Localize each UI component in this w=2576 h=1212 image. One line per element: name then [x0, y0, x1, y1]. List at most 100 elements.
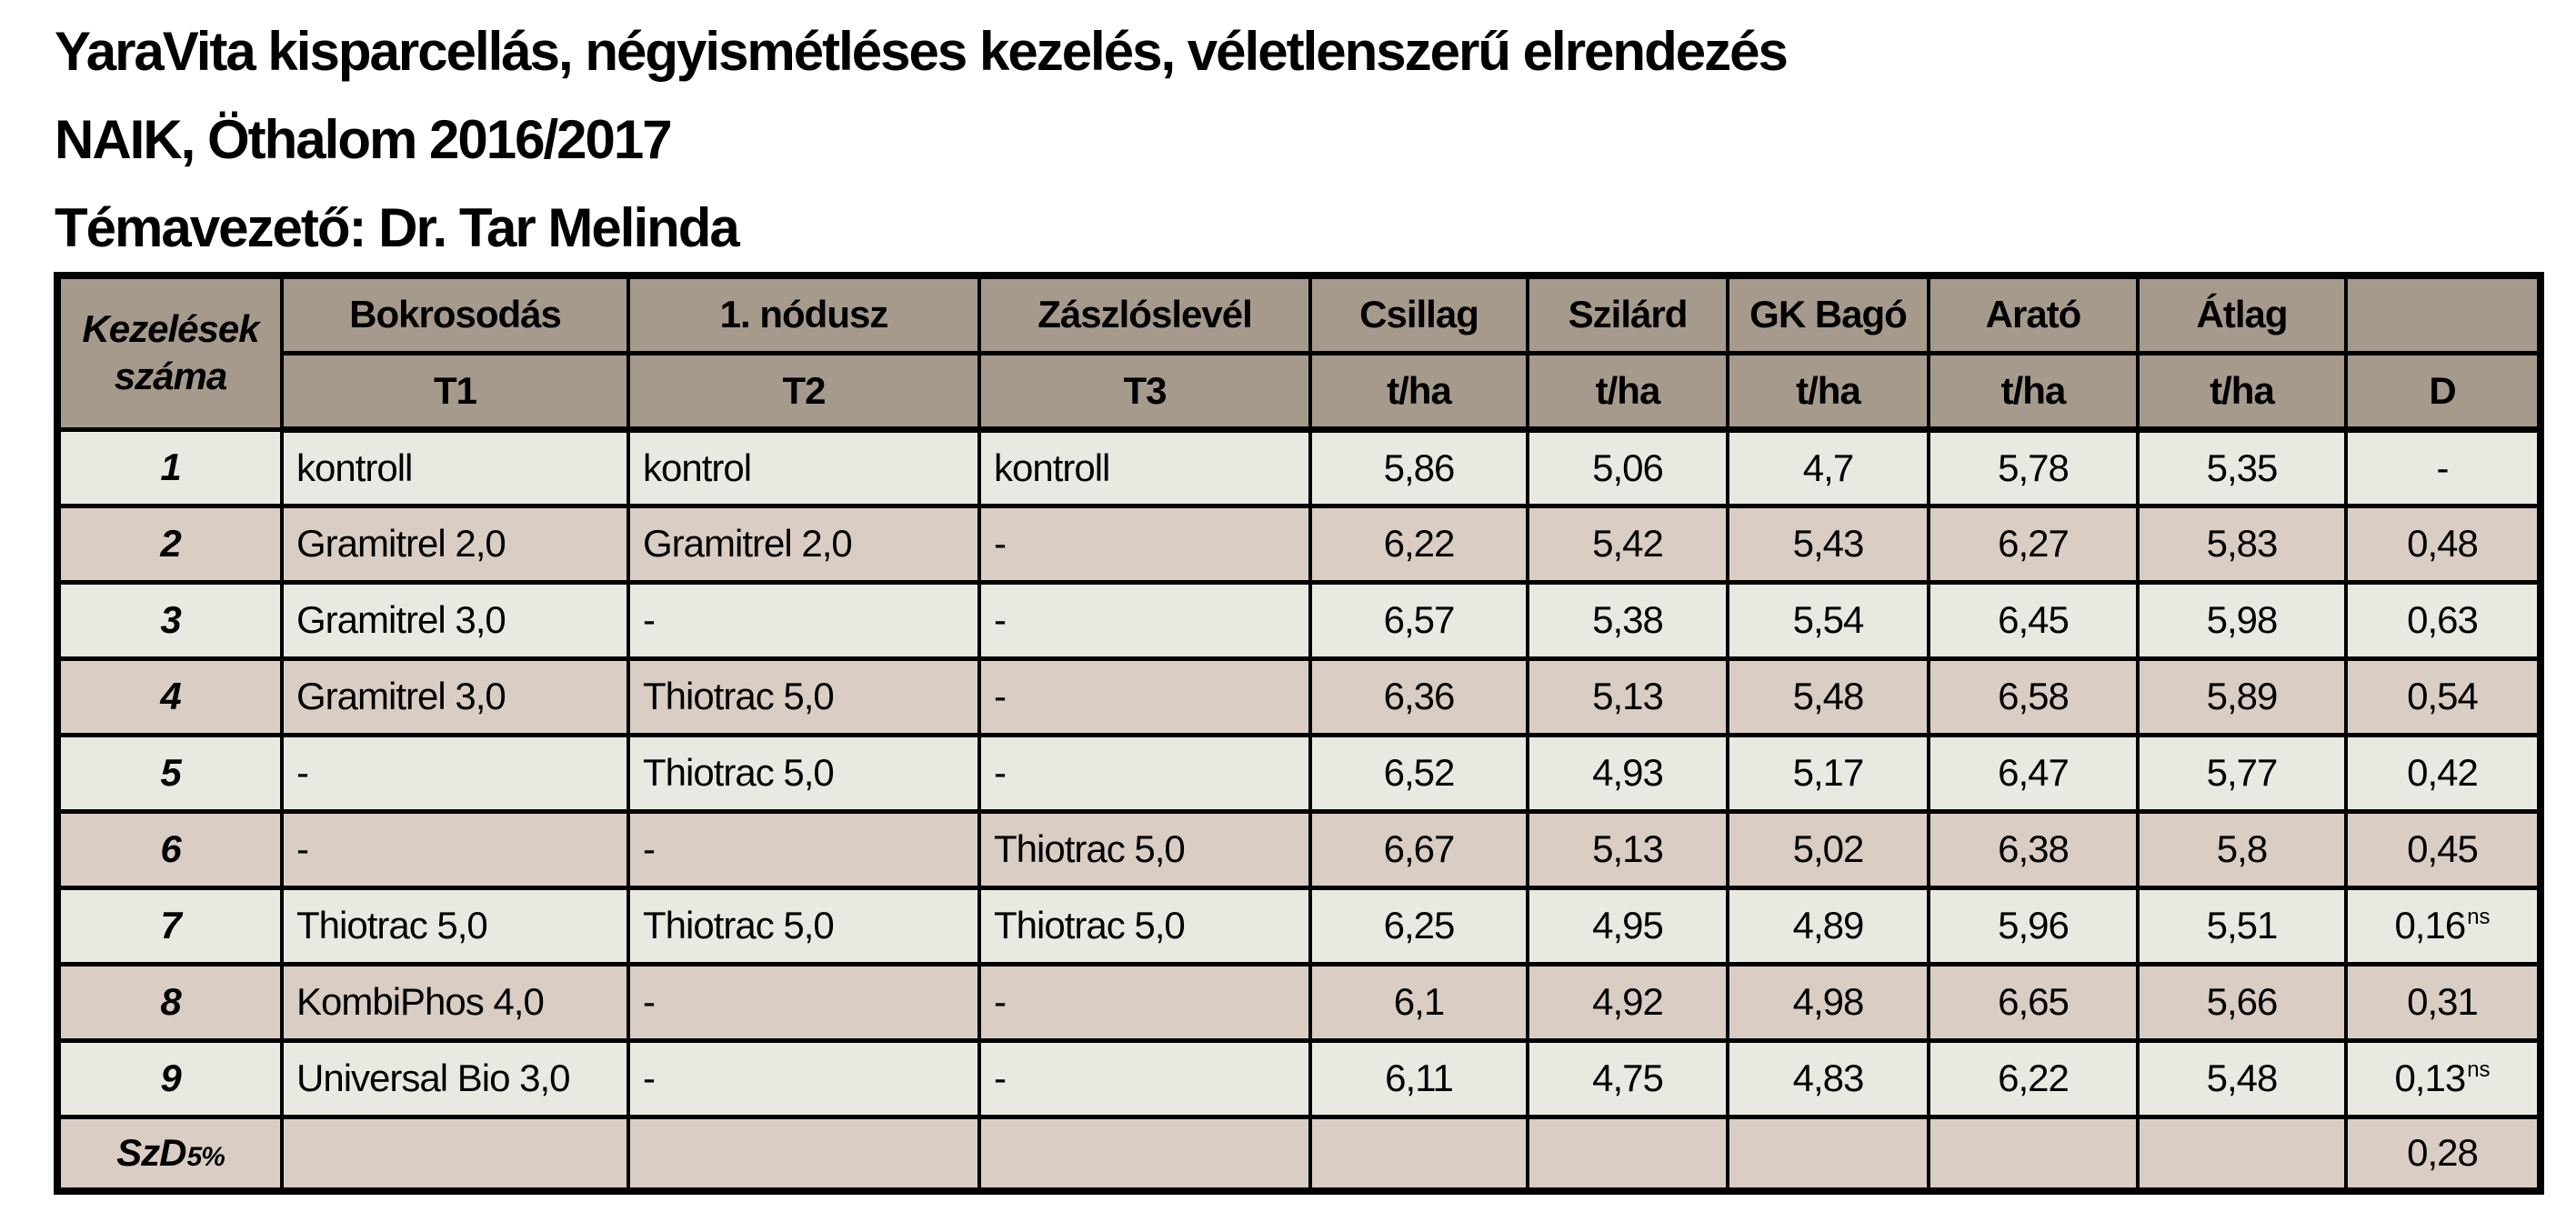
szd-empty-cell [1526, 1114, 1729, 1194]
treatment-t1: - [280, 732, 630, 814]
row-number: 6 [55, 808, 284, 890]
page-title: YaraVita kisparcellás, négyismétléses ke… [55, 21, 1789, 82]
table-row: 2 Gramitrel 2,0 Gramitrel 2,0 - 6,22 5,4… [55, 503, 2542, 585]
szd-empty-cell [626, 1114, 981, 1194]
yield-szilard: 4,75 [1526, 1037, 1729, 1119]
header-timing-zaszloslevel: Zászlóslevél [977, 273, 1312, 356]
row-number: 4 [55, 656, 284, 737]
table-body: 1 kontroll kontrol kontroll 5,86 5,06 4,… [55, 426, 2542, 1119]
header-code-t3: T3 [977, 350, 1312, 433]
yield-csillag: 6,52 [1308, 732, 1529, 814]
header-variety-arato: Arató [1927, 273, 2140, 356]
yield-d: 0,16ns [2344, 885, 2542, 967]
header-timing-bokrosodas: Bokrosodás [280, 273, 630, 356]
table-row: 7 Thiotrac 5,0 Thiotrac 5,0 Thiotrac 5,0… [55, 885, 2542, 967]
header-row-names: Kezelések száma Bokrosodás 1. nódusz Zás… [55, 273, 2542, 432]
yield-arato: 5,96 [1927, 885, 2140, 967]
treatment-t3: Thiotrac 5,0 [977, 885, 1312, 967]
yield-arato: 6,47 [1927, 732, 2140, 814]
yield-csillag: 6,1 [1308, 961, 1529, 1043]
treatment-t2: - [626, 808, 981, 890]
row-number: 2 [55, 503, 284, 585]
yield-gkbago: 5,48 [1726, 656, 1930, 737]
szd-empty-cell [280, 1114, 630, 1194]
treatment-t1: kontroll [280, 426, 630, 508]
page-subtitle-location: NAIK, Öthalom 2016/2017 [55, 109, 673, 170]
szd-label-subscript: 5% [186, 1142, 226, 1173]
treatment-t2: kontrol [626, 426, 981, 508]
treatment-t3: - [977, 1037, 1312, 1119]
header-row-units: T1 T2 T3 t/ha t/ha t/ha t/ha t/ha D [57, 350, 2542, 433]
header-variety-empty [2344, 273, 2542, 356]
yield-arato: 6,45 [1927, 579, 2140, 661]
yield-szilard: 5,13 [1526, 656, 1729, 737]
yield-atlag: 5,89 [2136, 656, 2348, 737]
table-footer: SzD5% 0,28 [55, 1114, 2542, 1194]
treatment-t2: - [626, 579, 981, 661]
yield-arato: 6,22 [1927, 1037, 2140, 1119]
yield-csillag: 6,67 [1308, 808, 1529, 890]
header-code-t1: T1 [280, 350, 630, 433]
yield-gkbago: 4,98 [1726, 961, 1930, 1043]
header-timing-nodusz: 1. nódusz [626, 273, 981, 356]
header-variety-atlag: Átlag [2136, 273, 2348, 356]
yield-csillag: 6,22 [1308, 503, 1529, 585]
header-treatment-number-line2: száma [114, 355, 227, 398]
yield-gkbago: 5,17 [1726, 732, 1930, 814]
yield-csillag: 5,86 [1308, 426, 1529, 508]
yield-atlag: 5,48 [2136, 1037, 2348, 1119]
treatment-t1: Thiotrac 5,0 [280, 885, 630, 967]
yield-d: 0,54 [2344, 656, 2542, 737]
header-variety-gkbago: GK Bagó [1726, 273, 1930, 356]
szd-empty-cell [2136, 1114, 2348, 1194]
header-treatment-number: Kezelések száma [55, 273, 284, 432]
yield-atlag: 5,83 [2136, 503, 2348, 585]
yield-gkbago: 4,83 [1726, 1037, 1930, 1119]
yield-atlag: 5,51 [2136, 885, 2348, 967]
header-unit-atlag: t/ha [2136, 350, 2348, 433]
row-number: 8 [55, 961, 284, 1043]
treatment-t1: Gramitrel 2,0 [280, 503, 630, 585]
yield-d: 0,63 [2344, 579, 2542, 661]
szd-label: SzD5% [55, 1114, 284, 1194]
yield-gkbago: 4,89 [1726, 885, 1930, 967]
yield-gkbago: 5,02 [1726, 808, 1930, 890]
row-number: 9 [55, 1037, 284, 1119]
yield-atlag: 5,98 [2136, 579, 2348, 661]
yield-arato: 6,58 [1927, 656, 2140, 737]
treatment-t3: kontroll [977, 426, 1312, 508]
yield-csillag: 6,57 [1308, 579, 1529, 661]
treatment-t2: - [626, 1037, 981, 1119]
yield-szilard: 4,92 [1526, 961, 1729, 1043]
row-number: 1 [55, 426, 284, 508]
yield-atlag: 5,8 [2136, 808, 2348, 890]
yield-gkbago: 5,43 [1726, 503, 1930, 585]
treatment-t3: - [977, 579, 1312, 661]
yield-szilard: 5,42 [1526, 503, 1729, 585]
page-subtitle-author: Témavezető: Dr. Tar Melinda [55, 197, 740, 258]
table-row: 9 Universal Bio 3,0 - - 6,11 4,75 4,83 6… [55, 1037, 2542, 1119]
header-code-t2: T2 [626, 350, 981, 433]
treatment-t1: KombiPhos 4,0 [280, 961, 630, 1043]
yield-szilard: 5,06 [1526, 426, 1729, 508]
header-unit-arato: t/ha [1927, 350, 2140, 433]
szd-empty-cell [1927, 1114, 2140, 1194]
yield-atlag: 5,66 [2136, 961, 2348, 1043]
yield-atlag: 5,35 [2136, 426, 2348, 508]
table-row: 8 KombiPhos 4,0 - - 6,1 4,92 4,98 6,65 5… [55, 961, 2542, 1043]
header-unit-gkbago: t/ha [1726, 350, 1930, 433]
szd-empty-cell [977, 1114, 1312, 1194]
treatment-t1: Universal Bio 3,0 [280, 1037, 630, 1119]
treatment-t3: - [977, 961, 1312, 1043]
treatment-t3: - [977, 732, 1312, 814]
yield-szilard: 4,93 [1526, 732, 1729, 814]
yield-gkbago: 5,54 [1726, 579, 1930, 661]
yield-szilard: 4,95 [1526, 885, 1729, 967]
yield-csillag: 6,25 [1308, 885, 1529, 967]
significance-marker: ns [2467, 1057, 2491, 1082]
treatment-t3: - [977, 656, 1312, 737]
treatment-t2: Thiotrac 5,0 [626, 885, 981, 967]
szd-empty-cell [1726, 1114, 1930, 1194]
header-unit-szilard: t/ha [1526, 350, 1729, 433]
table-row: 5 - Thiotrac 5,0 - 6,52 4,93 5,17 6,47 5… [55, 732, 2542, 814]
